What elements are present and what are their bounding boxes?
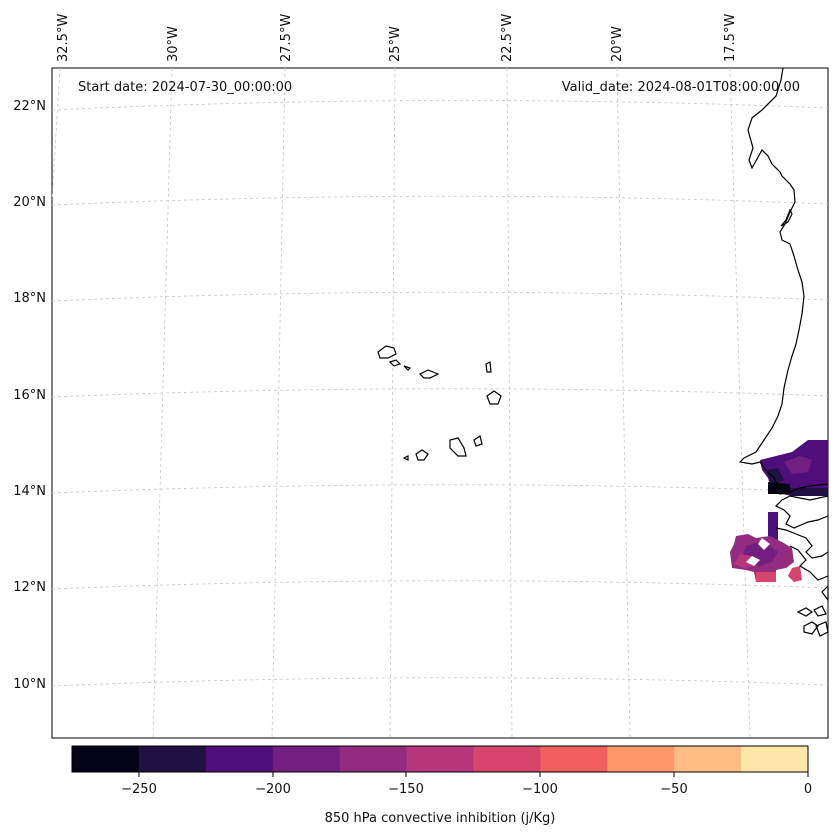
colorbar-block	[138, 746, 207, 772]
coastline-bijagos-4	[815, 621, 829, 637]
cin-region-coast-strip	[768, 512, 778, 540]
colorbar-tick-label: −150	[388, 782, 424, 797]
gridline-10n	[51, 677, 829, 687]
colorbar-block	[674, 746, 742, 772]
lon-label-30w: 30°W	[166, 26, 181, 62]
gridline-20w	[616, 67, 631, 739]
lat-label-22n: 22°N	[13, 99, 46, 114]
island-santo-antao	[377, 345, 397, 359]
lat-label-12n: 12°N	[13, 580, 46, 595]
colorbar-label: 850 hPa convective inhibition (j/Kg)	[325, 811, 556, 826]
coastline-bijagos-2	[813, 605, 827, 617]
cin-shading	[730, 440, 828, 582]
island-sao-vicente	[388, 359, 402, 367]
cin-gap-2	[746, 556, 760, 566]
island-sal	[485, 361, 492, 373]
colorbar-blocks	[72, 746, 809, 772]
colorbar-block	[339, 746, 408, 772]
colorbar-block	[205, 746, 274, 772]
colorbar-block	[607, 746, 675, 772]
gridline-22-5w	[506, 67, 513, 739]
gridline-27-5w	[271, 67, 286, 739]
colorbar-block	[540, 746, 608, 772]
coastline-casamance	[775, 527, 829, 559]
lat-labels: 22°N 20°N 18°N 16°N 14°N 12°N 10°N	[13, 99, 46, 692]
lat-label-10n: 10°N	[13, 677, 46, 692]
colorbar-block	[406, 746, 474, 772]
island-santiago	[449, 437, 467, 457]
gridline-32-5w	[51, 67, 61, 201]
colorbar-ticks	[138, 772, 809, 777]
lon-label-27-5w: 27.5°W	[279, 14, 294, 62]
lat-label-18n: 18°N	[13, 291, 46, 306]
cape-verde-islands	[377, 345, 502, 461]
lon-labels: 32.5°W 30°W 27.5°W 25°W 22.5°W 20°W 17.5…	[56, 14, 738, 62]
colorbar-block	[473, 746, 541, 772]
colorbar-tick-label: −50	[660, 782, 687, 797]
island-sao-nicolau	[418, 369, 440, 379]
colorbar-block	[72, 746, 140, 772]
cin-region-bissau-south	[756, 572, 776, 582]
colorbar-block	[272, 746, 341, 772]
lon-label-25w: 25°W	[388, 26, 403, 62]
gridline-12n	[51, 580, 829, 590]
lon-gridlines	[51, 67, 751, 739]
lat-label-16n: 16°N	[13, 388, 46, 403]
cin-region-dakar-inner	[784, 456, 812, 474]
gridline-18n	[51, 291, 829, 302]
coastline-mauritania-senegal	[738, 67, 829, 495]
lat-label-20n: 20°N	[13, 195, 46, 210]
map-frame	[51, 67, 829, 739]
coastline-bijagos-1	[796, 607, 814, 617]
coastline-guinea-coast	[821, 584, 829, 602]
island-maio	[473, 435, 483, 447]
gridline-14n	[51, 484, 829, 494]
coastline-banc-arguin	[780, 208, 793, 227]
cin-region-guinea	[788, 566, 802, 582]
coastline-guinea-bissau	[789, 545, 829, 581]
lon-label-20w: 20°W	[610, 26, 625, 62]
colorbar-tick-label: 0	[804, 782, 812, 797]
gridline-30w	[152, 67, 173, 739]
colorbar-tick-label: −250	[121, 782, 157, 797]
coastline-gambia	[774, 495, 829, 529]
gridline-17-5w	[729, 67, 751, 739]
coastline-bijagos-3	[803, 621, 819, 635]
colorbar-tick-label: −200	[255, 782, 291, 797]
island-santa-luzia	[403, 365, 412, 371]
cin-gap-1	[758, 538, 770, 550]
colorbar-block	[741, 746, 809, 772]
coastlines	[738, 67, 829, 637]
lon-label-22-5w: 22.5°W	[500, 14, 515, 62]
cin-region-gambia-east	[790, 488, 828, 496]
map-area: Start date: 2024-07-30_00:00:00 Valid_da…	[51, 67, 829, 739]
gridline-20n	[51, 195, 829, 206]
gridline-25w	[389, 67, 396, 739]
lat-label-14n: 14°N	[13, 484, 46, 499]
cin-region-dakar-dark	[766, 468, 784, 486]
start-date-text: Start date: 2024-07-30_00:00:00	[78, 80, 292, 95]
lon-label-32-5w: 32.5°W	[56, 14, 71, 62]
gridline-22n	[51, 100, 829, 111]
colorbar: −250 −200 −150 −100 −50 0 850 hPa convec…	[71, 745, 812, 826]
colorbar-frame	[71, 745, 809, 773]
island-boa-vista	[486, 390, 502, 405]
island-fogo	[415, 449, 429, 461]
lon-label-17-5w: 17.5°W	[723, 14, 738, 62]
colorbar-tick-label: −100	[522, 782, 558, 797]
valid-date-text: Valid_date: 2024-08-01T08:00:00.00	[562, 80, 800, 95]
island-brava	[402, 455, 409, 461]
